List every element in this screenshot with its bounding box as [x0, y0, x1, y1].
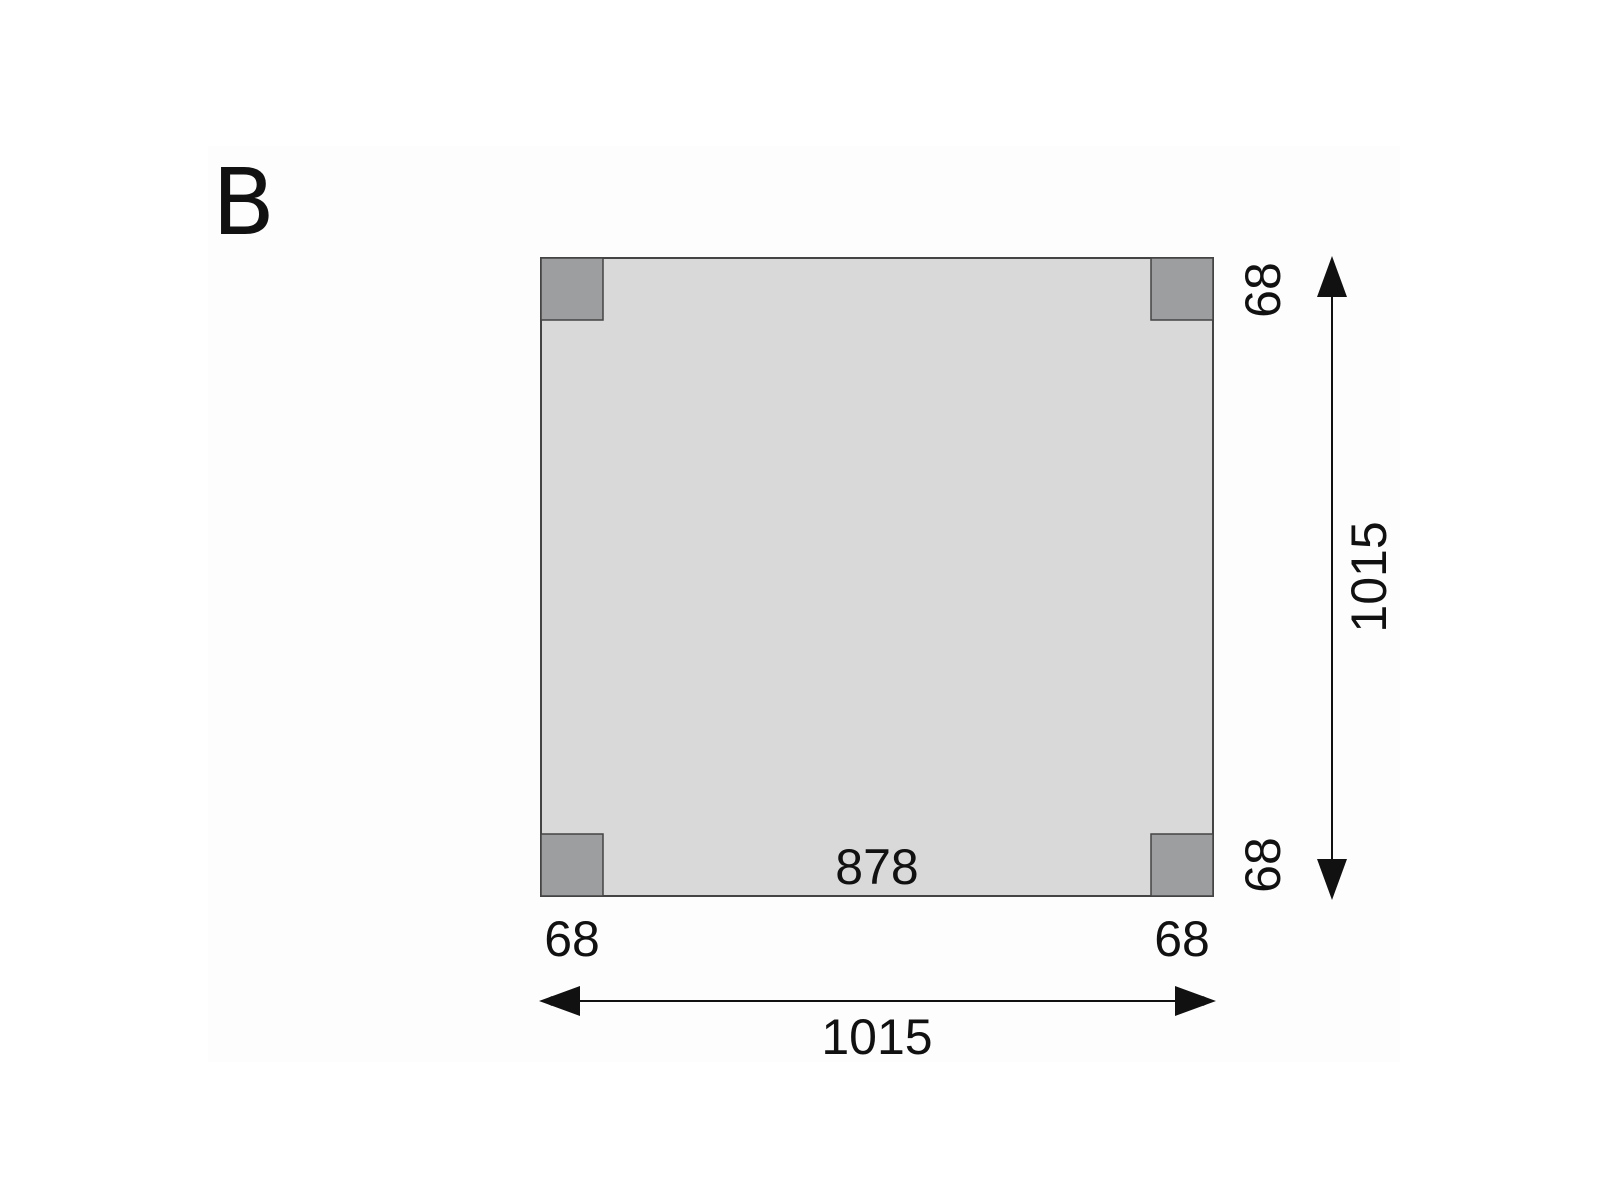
- post-bottom-left: [540, 833, 604, 897]
- total-depth-label: 1015: [1341, 521, 1397, 632]
- depth-arrow-top-head: [1317, 256, 1347, 297]
- post-top-left: [540, 257, 604, 321]
- width-arrow-left-head: [539, 986, 580, 1016]
- post-bottom-right: [1150, 833, 1214, 897]
- post-bottom-right-x-label: 68: [1154, 911, 1210, 967]
- floor-area: [540, 257, 1214, 897]
- post-bottom-right-label: 68: [1235, 837, 1291, 893]
- depth-arrow-bottom-head: [1317, 859, 1347, 900]
- total-width-label: 1015: [821, 1009, 932, 1065]
- panel-label: B: [212, 149, 275, 256]
- inner-width-label: 878: [835, 839, 918, 895]
- post-top-right: [1150, 257, 1214, 321]
- post-bottom-left-label: 68: [544, 911, 600, 967]
- post-top-right-label: 68: [1235, 262, 1291, 318]
- width-arrow-right-head: [1175, 986, 1216, 1016]
